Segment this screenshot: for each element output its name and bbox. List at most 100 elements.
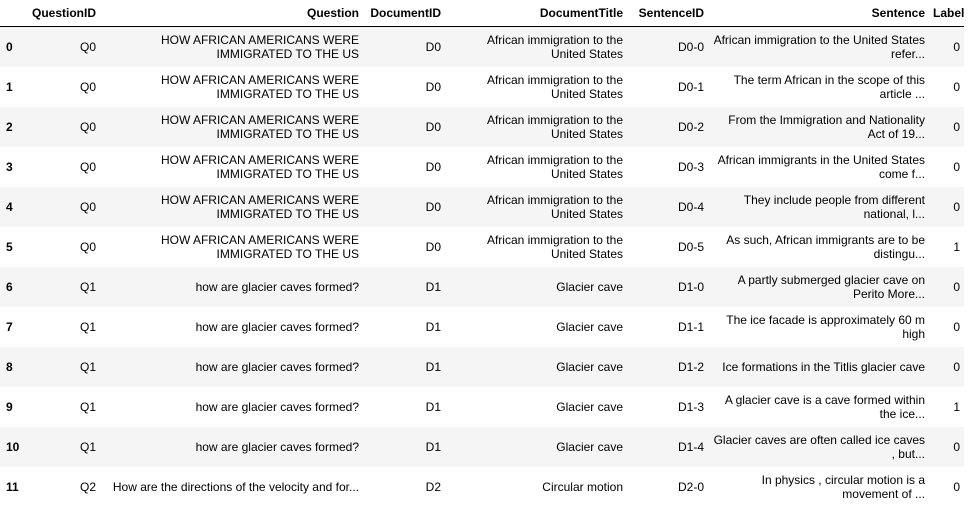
row-index: 11 [0,467,24,507]
row-index: 0 [0,27,24,68]
cell-label: 0 [929,107,964,147]
cell-document-title: African immigration to the United States [445,67,627,107]
cell-label: 0 [929,427,964,467]
cell-question-id: Q1 [24,427,100,467]
cell-document-title: Glacier cave [445,267,627,307]
cell-sentence-id: D0-3 [627,147,708,187]
cell-document-title: African immigration to the United States [445,147,627,187]
cell-document-id: D1 [363,387,445,427]
cell-question-id: Q0 [24,107,100,147]
cell-question: HOW AFRICAN AMERICANS WERE IMMIGRATED TO… [100,227,363,267]
cell-question: HOW AFRICAN AMERICANS WERE IMMIGRATED TO… [100,27,363,68]
cell-question-id: Q2 [24,467,100,507]
cell-document-id: D1 [363,267,445,307]
cell-document-id: D0 [363,227,445,267]
column-header-sentence-id: SentenceID [627,0,708,27]
index-header [0,0,24,27]
cell-sentence-id: D0-5 [627,227,708,267]
cell-question-id: Q0 [24,67,100,107]
cell-sentence-id: D1-3 [627,387,708,427]
cell-document-id: D1 [363,347,445,387]
cell-sentence-id: D1-4 [627,427,708,467]
cell-sentence-id: D1-2 [627,347,708,387]
cell-question: HOW AFRICAN AMERICANS WERE IMMIGRATED TO… [100,67,363,107]
cell-sentence: They include people from different natio… [708,187,929,227]
cell-question-id: Q1 [24,267,100,307]
cell-sentence-id: D1-0 [627,267,708,307]
cell-label: 0 [929,187,964,227]
cell-label: 0 [929,347,964,387]
cell-document-title: Glacier cave [445,387,627,427]
cell-label: 1 [929,227,964,267]
cell-sentence: The term African in the scope of this ar… [708,67,929,107]
cell-label: 0 [929,147,964,187]
cell-document-title: African immigration to the United States [445,107,627,147]
row-index: 1 [0,67,24,107]
cell-document-id: D1 [363,307,445,347]
cell-sentence: African immigration to the United States… [708,27,929,68]
cell-sentence-id: D0-1 [627,67,708,107]
cell-sentence: A glacier cave is a cave formed within t… [708,387,929,427]
cell-sentence: From the Immigration and Nationality Act… [708,107,929,147]
cell-document-title: Glacier cave [445,307,627,347]
cell-document-title: Glacier cave [445,427,627,467]
cell-question-id: Q0 [24,147,100,187]
cell-document-title: African immigration to the United States [445,27,627,68]
cell-label: 0 [929,467,964,507]
cell-question: How are the directions of the velocity a… [100,467,363,507]
cell-label: 1 [929,387,964,427]
row-index: 3 [0,147,24,187]
cell-document-title: African immigration to the United States [445,227,627,267]
cell-question-id: Q0 [24,187,100,227]
column-header-label: Label [929,0,964,27]
cell-question: HOW AFRICAN AMERICANS WERE IMMIGRATED TO… [100,187,363,227]
column-header-question: Question [100,0,363,27]
cell-question-id: Q1 [24,387,100,427]
cell-label: 0 [929,67,964,107]
cell-label: 0 [929,27,964,68]
row-index: 2 [0,107,24,147]
cell-question: how are glacier caves formed? [100,347,363,387]
cell-sentence-id: D0-0 [627,27,708,68]
cell-document-id: D0 [363,27,445,68]
row-index: 8 [0,347,24,387]
row-index: 4 [0,187,24,227]
cell-label: 0 [929,307,964,347]
cell-label: 0 [929,267,964,307]
cell-question-id: Q1 [24,347,100,387]
cell-question: HOW AFRICAN AMERICANS WERE IMMIGRATED TO… [100,107,363,147]
cell-document-id: D0 [363,147,445,187]
cell-question: how are glacier caves formed? [100,307,363,347]
cell-question: how are glacier caves formed? [100,387,363,427]
cell-sentence-id: D0-2 [627,107,708,147]
column-header-document-id: DocumentID [363,0,445,27]
cell-sentence-id: D1-1 [627,307,708,347]
cell-sentence: In physics , circular motion is a moveme… [708,467,929,507]
cell-document-id: D2 [363,467,445,507]
cell-document-title: Glacier cave [445,347,627,387]
column-header-sentence: Sentence [708,0,929,27]
cell-sentence: The ice facade is approximately 60 m hig… [708,307,929,347]
cell-sentence: Ice formations in the Titlis glacier cav… [708,347,929,387]
row-index: 6 [0,267,24,307]
cell-sentence: African immigrants in the United States … [708,147,929,187]
cell-document-title: Circular motion [445,467,627,507]
cell-sentence: As such, African immigrants are to be di… [708,227,929,267]
cell-question: HOW AFRICAN AMERICANS WERE IMMIGRATED TO… [100,147,363,187]
row-index: 5 [0,227,24,267]
cell-question-id: Q1 [24,307,100,347]
cell-sentence: A partly submerged glacier cave on Perit… [708,267,929,307]
row-index: 9 [0,387,24,427]
row-index: 7 [0,307,24,347]
